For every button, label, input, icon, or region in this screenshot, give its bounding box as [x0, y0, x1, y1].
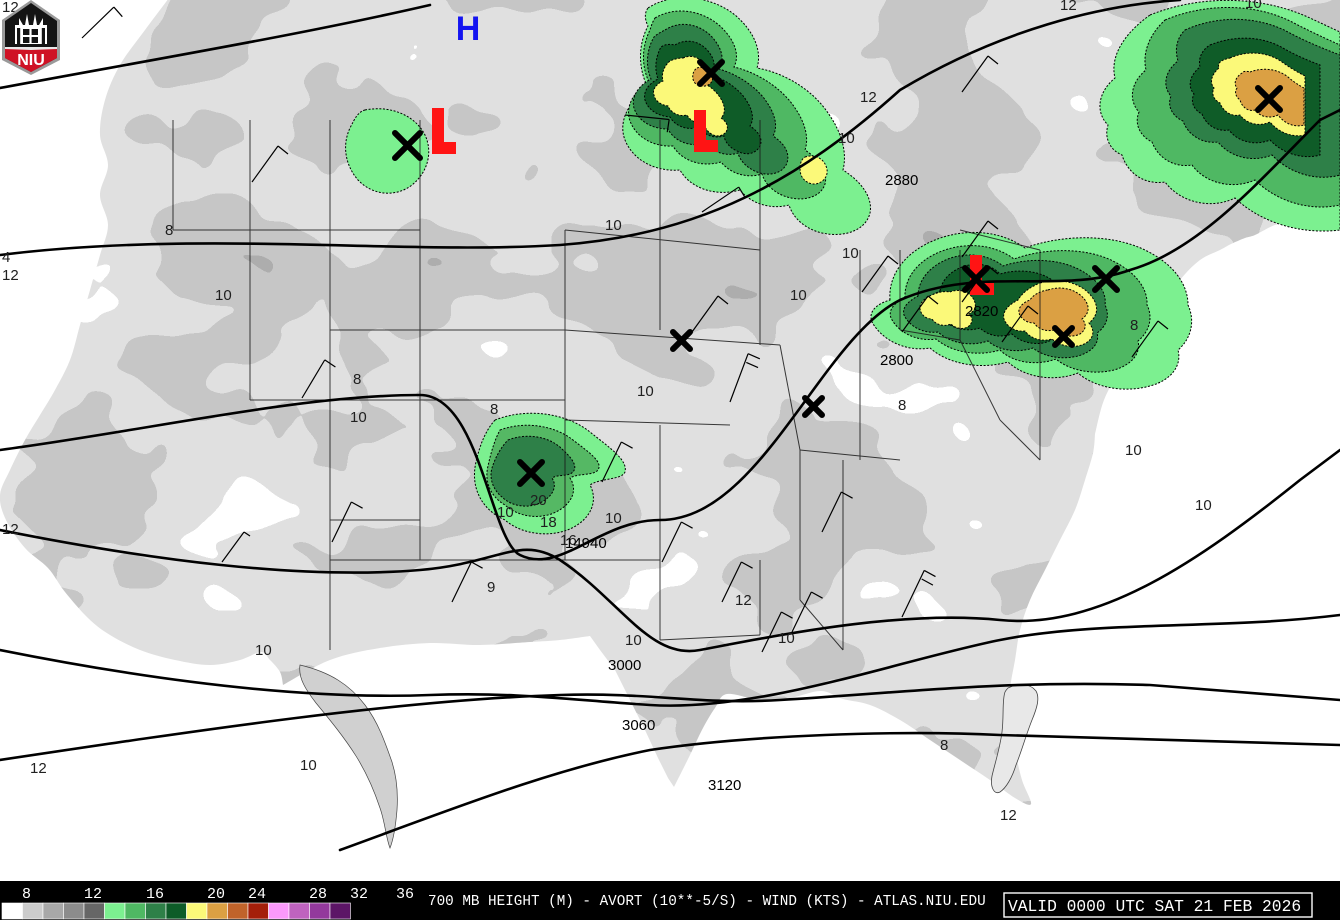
svg-text:32: 32	[350, 886, 368, 903]
svg-text:24: 24	[248, 886, 266, 903]
svg-text:3000: 3000	[608, 657, 641, 674]
svg-text:10: 10	[790, 287, 807, 304]
svg-text:10: 10	[215, 287, 232, 304]
svg-text:8: 8	[353, 371, 361, 388]
svg-text:10: 10	[350, 409, 367, 426]
svg-text:8: 8	[165, 222, 173, 239]
svg-text:36: 36	[396, 886, 414, 903]
svg-text:10: 10	[1195, 497, 1212, 514]
svg-text:NIU: NIU	[17, 52, 45, 69]
svg-text:2880: 2880	[885, 172, 918, 189]
svg-text:8: 8	[898, 397, 906, 414]
svg-text:12: 12	[30, 760, 47, 777]
svg-text:20: 20	[207, 886, 225, 903]
svg-text:12: 12	[735, 592, 752, 609]
svg-text:3060: 3060	[622, 717, 655, 734]
svg-text:8: 8	[940, 737, 948, 754]
svg-text:12: 12	[84, 886, 102, 903]
svg-text:10: 10	[497, 504, 514, 521]
svg-text:16: 16	[146, 886, 164, 903]
svg-text:10: 10	[1125, 442, 1142, 459]
svg-text:8: 8	[490, 401, 498, 418]
svg-text:10: 10	[842, 245, 859, 262]
svg-text:8: 8	[1130, 317, 1138, 334]
svg-text:VALID 0000 UTC SAT 21 FEB 2026: VALID 0000 UTC SAT 21 FEB 2026	[1008, 897, 1301, 916]
svg-text:10: 10	[625, 632, 642, 649]
svg-text:3120: 3120	[708, 777, 741, 794]
svg-text:10: 10	[838, 130, 855, 147]
svg-text:12: 12	[2, 521, 19, 538]
svg-text:10: 10	[300, 757, 317, 774]
svg-text:2800: 2800	[880, 352, 913, 369]
svg-text:10: 10	[1245, 0, 1262, 12]
svg-text:2820: 2820	[965, 303, 998, 320]
svg-text:8: 8	[22, 886, 31, 903]
svg-text:10: 10	[778, 630, 795, 647]
svg-text:9: 9	[487, 579, 495, 596]
svg-text:20: 20	[530, 492, 547, 509]
svg-text:10: 10	[605, 510, 622, 527]
svg-text:10: 10	[605, 217, 622, 234]
svg-text:12: 12	[1060, 0, 1077, 14]
svg-text:12: 12	[1000, 807, 1017, 824]
svg-text:28: 28	[309, 886, 327, 903]
svg-text:700 MB HEIGHT (M) - AVORT (10*: 700 MB HEIGHT (M) - AVORT (10**-5/S) - W…	[428, 894, 986, 910]
svg-text:10: 10	[637, 383, 654, 400]
svg-text:4: 4	[2, 249, 10, 266]
svg-text:18: 18	[540, 514, 557, 531]
svg-text:12: 12	[860, 89, 877, 106]
svg-text:10: 10	[255, 642, 272, 659]
svg-text:H: H	[456, 10, 481, 48]
svg-text:14940: 14940	[565, 535, 607, 552]
svg-text:12: 12	[2, 267, 19, 284]
